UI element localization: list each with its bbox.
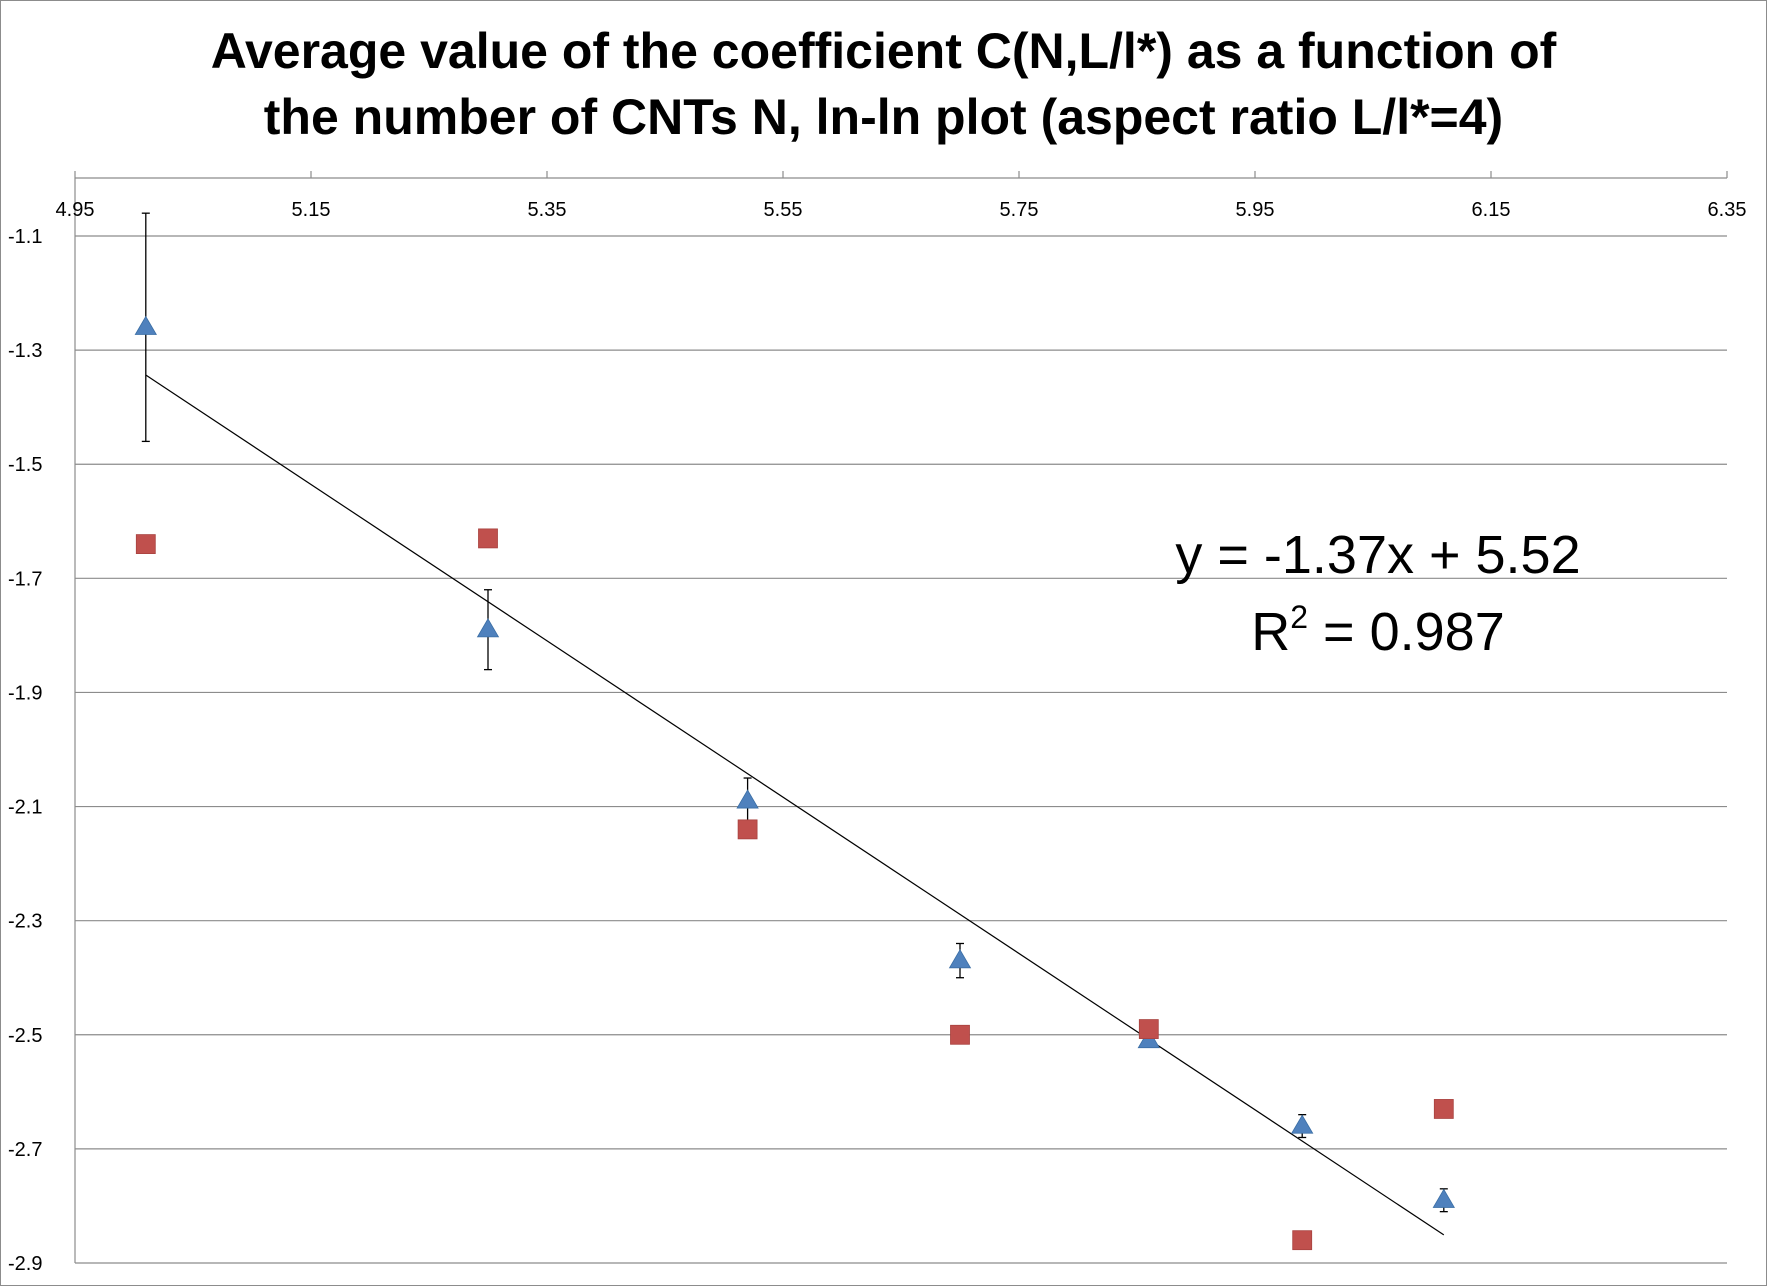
chart-title: Average value of the coefficient C(N,L/l… [0,18,1767,150]
x-tick-label: 5.75 [1000,199,1039,221]
square-point [737,819,758,840]
axes: -1.1 -1.3 -1.5 -1.7 -1.9 -2.1 -2.3 -2.5 -2.7 -2.9… [8,171,1746,1275]
x-tick-label: 6.35 [1708,199,1747,221]
triangle-point [1432,1188,1455,1208]
y-tick-label: -2.9 [8,1253,42,1275]
x-tick-label: 5.35 [528,199,567,221]
triangle-point [736,789,759,809]
triangle-point [476,618,500,638]
trendline [145,374,1445,1236]
x-tick-label: 4.95 [56,199,95,221]
y-tick-label: -1.9 [8,682,42,704]
chart-title-line-2: the number of CNTs N, ln-ln plot (aspect… [263,89,1504,145]
triangle-point [1291,1114,1314,1134]
y-tick-label: -1.3 [8,340,42,362]
square-point [1433,1099,1454,1119]
trendline-equation: y = -1.37x + 5.52 [1175,525,1580,585]
trendline-group [145,374,1445,1236]
y-tick-label: -2.3 [8,911,42,933]
square-point [135,534,156,554]
y-tick-label: -2.1 [8,797,42,819]
triangle-point [134,315,157,335]
data-series [134,212,1455,1251]
square-point [1292,1230,1313,1251]
x-tick-label: 5.55 [764,199,803,221]
trendline-r-squared: R2 = 0.987 [1251,599,1504,662]
y-tick-label: -2.5 [8,1025,42,1047]
y-tick-label: -1.7 [8,568,42,590]
trendline-equation-group: y = -1.37x + 5.52 R2 = 0.987 [1175,525,1580,662]
r-squared-value: = 0.987 [1308,602,1505,662]
y-tick-label: -1.1 [8,226,42,248]
triangle-point [948,949,972,969]
x-tick-label: 6.15 [1472,199,1511,221]
x-tick-label: 5.15 [292,199,331,221]
square-point [478,528,498,549]
chart-title-line-1: Average value of the coefficient C(N,L/l… [210,23,1557,79]
x-tick-label: 5.95 [1236,199,1275,221]
gridlines [75,235,1727,1264]
y-tick-label: -1.5 [8,454,42,476]
y-tick-label: -2.7 [8,1139,42,1161]
square-point [1138,1019,1159,1039]
square-point [950,1024,970,1045]
r-squared-prefix: R [1251,602,1290,662]
r-squared-exponent: 2 [1290,599,1308,635]
